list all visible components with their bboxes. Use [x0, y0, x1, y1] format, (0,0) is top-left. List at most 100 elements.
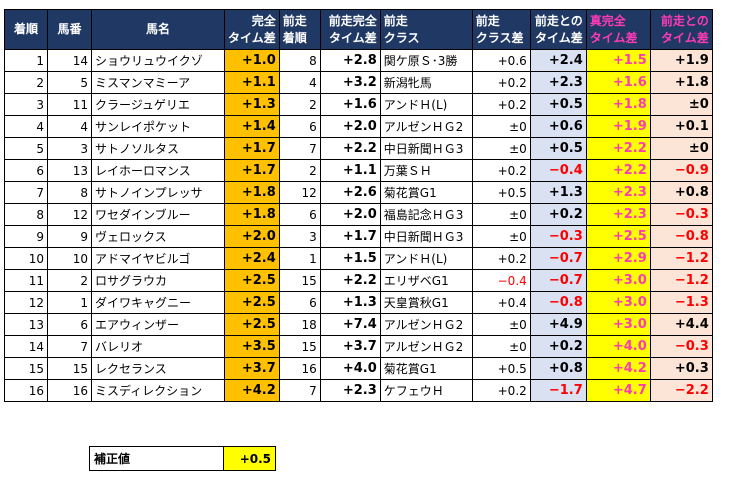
cell-prev-diff-2: +1.9 — [649, 49, 713, 72]
header-class-diff: 前走 クラス差 — [471, 9, 531, 50]
cell-full-time-diff: +2.5 — [224, 269, 280, 292]
cell-full-time-diff: +1.8 — [224, 203, 280, 226]
cell-full-time-diff: +2.4 — [224, 247, 280, 270]
header-prev-diff-2: 前走との タイム差 — [649, 9, 713, 50]
cell-true-full-diff: +2.3 — [585, 181, 651, 204]
table-row: 6 13 レイホーロマンス +1.7 2 +1.1 万葉ＳＨ +0.2 −0.4 +2.2 −0.9 — [4, 159, 713, 182]
cell-prev-rank: 2 — [278, 159, 321, 182]
cell-prev-full-diff: +1.7 — [319, 225, 381, 248]
cell-prev-rank: 15 — [278, 335, 321, 358]
cell-prev-class: 万葉ＳＨ — [379, 159, 473, 182]
cell-rank: 6 — [4, 159, 48, 182]
cell-full-time-diff: +1.4 — [224, 115, 280, 138]
cell-prev-full-diff: +4.0 — [319, 357, 381, 380]
cell-class-diff: ±0 — [471, 137, 531, 160]
cell-full-time-diff: +2.0 — [224, 225, 280, 248]
cell-horse-name: ワセダインブルー — [91, 203, 225, 226]
cell-diff-vs-prev: −0.8 — [529, 291, 587, 314]
cell-prev-diff-2: −1.2 — [649, 247, 713, 270]
table-row: 3 11 クラージュゲリエ +1.3 2 +1.6 アンドＨ(L) +0.2 +0.5 +1.8 ±… — [4, 93, 713, 116]
cell-prev-full-diff: +1.3 — [319, 291, 381, 314]
header-horse-name: 馬名 — [91, 9, 225, 50]
cell-class-diff: +0.2 — [471, 159, 531, 182]
cell-horse-number: 16 — [47, 379, 92, 402]
cell-prev-rank: 6 — [278, 203, 321, 226]
cell-class-diff: ±0 — [471, 203, 531, 226]
cell-class-diff: ±0 — [471, 115, 531, 138]
cell-horse-name: サトノインプレッサ — [91, 181, 225, 204]
cell-prev-class: アルゼンＨＧ2 — [379, 335, 473, 358]
cell-horse-name: アドマイヤビルゴ — [91, 247, 225, 270]
header-line: 前走 — [383, 13, 408, 28]
cell-prev-full-diff: +2.0 — [319, 115, 381, 138]
header-line: 真完全 — [589, 13, 626, 28]
cell-true-full-diff: +1.5 — [585, 49, 651, 72]
cell-class-diff: +0.5 — [471, 181, 531, 204]
table-row: 2 5 ミスマンマミーア +1.1 4 +3.2 新潟牝馬 +0.2 +2.3 +1.6 +1.8 — [4, 71, 713, 94]
cell-horse-number: 8 — [47, 181, 92, 204]
cell-prev-diff-2: −0.3 — [649, 335, 713, 358]
cell-prev-class: エリザベG1 — [379, 269, 473, 292]
cell-prev-class: アルゼンＨＧ2 — [379, 115, 473, 138]
cell-horse-number: 10 — [47, 247, 92, 270]
cell-prev-diff-2: +0.3 — [649, 357, 713, 380]
cell-rank: 12 — [4, 291, 48, 314]
cell-class-diff: ±0 — [471, 225, 531, 248]
cell-horse-name: ミスディレクション — [91, 379, 225, 402]
header-line: 前走完全 — [328, 13, 377, 28]
cell-horse-name: サトノソルタス — [91, 137, 225, 160]
cell-rank: 15 — [4, 357, 48, 380]
cell-prev-diff-2: +1.8 — [649, 71, 713, 94]
correction-label: 補正値 — [89, 446, 224, 471]
cell-horse-name: サンレイポケット — [91, 115, 225, 138]
cell-true-full-diff: +2.2 — [585, 159, 651, 182]
cell-prev-diff-2: ±0 — [649, 137, 713, 160]
cell-prev-diff-2: ±0 — [649, 93, 713, 116]
cell-prev-full-diff: +3.2 — [319, 71, 381, 94]
cell-prev-full-diff: +1.5 — [319, 247, 381, 270]
cell-prev-class: 中日新聞ＨＧ3 — [379, 137, 473, 160]
cell-horse-name: ヴェロックス — [91, 225, 225, 248]
cell-diff-vs-prev: +0.2 — [529, 335, 587, 358]
cell-true-full-diff: +2.5 — [585, 225, 651, 248]
cell-prev-class: アルゼンＨＧ2 — [379, 313, 473, 336]
cell-horse-number: 4 — [47, 115, 92, 138]
cell-horse-number: 9 — [47, 225, 92, 248]
cell-horse-name: ロサグラウカ — [91, 269, 225, 292]
table-row: 7 8 サトノインプレッサ +1.8 12 +2.6 菊花賞G1 +0.5 +1.3 +2.3 +0… — [4, 181, 713, 204]
cell-prev-class: 天皇賞秋G1 — [379, 291, 473, 314]
table-row: 8 12 ワセダインブルー +1.8 6 +2.0 福島記念ＨＧ3 ±0 +0.2 +2.3 −0.… — [4, 203, 713, 226]
correction-value: +0.5 — [223, 446, 276, 471]
cell-class-diff: +0.2 — [471, 379, 531, 402]
cell-full-time-diff: +2.5 — [224, 291, 280, 314]
cell-horse-name: ミスマンマミーア — [91, 71, 225, 94]
cell-rank: 13 — [4, 313, 48, 336]
cell-rank: 5 — [4, 137, 48, 160]
correction-box: 補正値 +0.5 — [89, 446, 276, 471]
cell-diff-vs-prev: +0.6 — [529, 115, 587, 138]
cell-diff-vs-prev: +2.3 — [529, 71, 587, 94]
header-line: タイム差 — [329, 30, 377, 45]
header-row: 着順 馬番 馬名 完全 タイム差 前走 着順 前走完全 タイム差 前走 クラス 前走 クラ… — [4, 9, 713, 50]
cell-horse-number: 7 — [47, 335, 92, 358]
table-row: 13 6 エアウィンザー +2.5 18 +7.4 アルゼンＨＧ2 ±0 +4.9 +3.0 +4.… — [4, 313, 713, 336]
header-diff-vs-prev: 前走との タイム差 — [529, 9, 587, 50]
cell-prev-diff-2: +0.8 — [649, 181, 713, 204]
cell-full-time-diff: +4.2 — [224, 379, 280, 402]
cell-prev-full-diff: +2.2 — [319, 269, 381, 292]
cell-prev-rank: 15 — [278, 269, 321, 292]
race-results-table: 着順 馬番 馬名 完全 タイム差 前走 着順 前走完全 タイム差 前走 クラス 前走 クラ… — [4, 9, 713, 402]
cell-rank: 4 — [4, 115, 48, 138]
cell-rank: 11 — [4, 269, 48, 292]
header-true-full-diff: 真完全 タイム差 — [585, 9, 651, 50]
cell-horse-number: 12 — [47, 203, 92, 226]
cell-prev-rank: 3 — [278, 225, 321, 248]
header-horse-number: 馬番 — [47, 9, 92, 50]
cell-true-full-diff: +2.3 — [585, 203, 651, 226]
cell-horse-number: 2 — [47, 269, 92, 292]
cell-horse-number: 1 — [47, 291, 92, 314]
cell-true-full-diff: +1.6 — [585, 71, 651, 94]
cell-horse-number: 5 — [47, 71, 92, 94]
cell-full-time-diff: +3.5 — [224, 335, 280, 358]
cell-true-full-diff: +3.0 — [585, 291, 651, 314]
